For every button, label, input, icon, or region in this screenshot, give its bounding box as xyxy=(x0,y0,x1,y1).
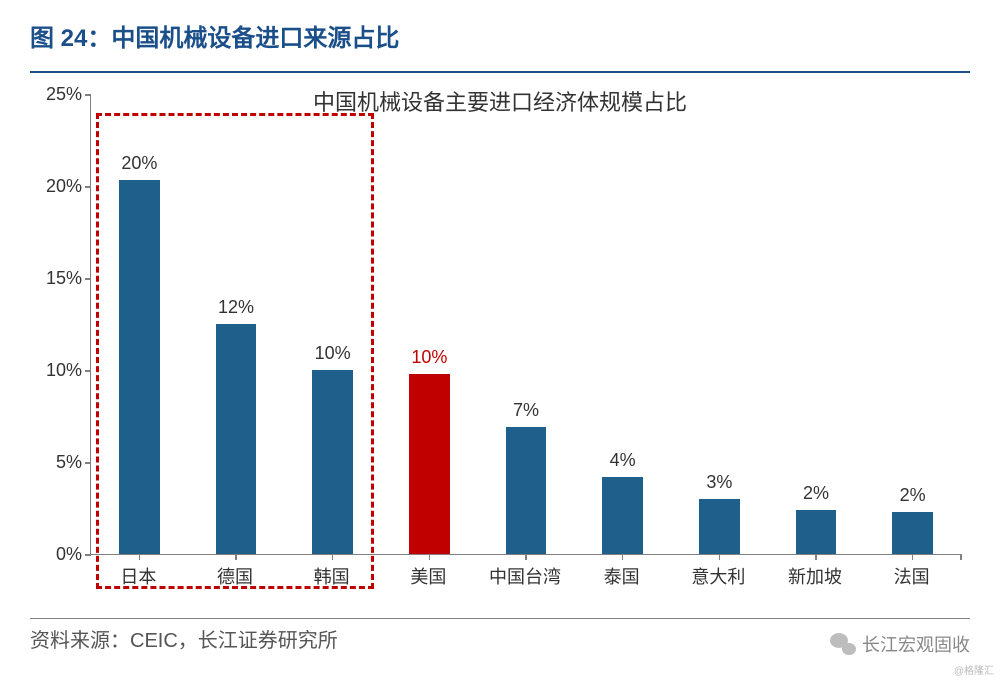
bar xyxy=(216,324,257,554)
bar-value-label: 7% xyxy=(513,400,539,421)
y-axis-label: 15% xyxy=(32,268,82,289)
bar xyxy=(892,512,933,554)
y-tick xyxy=(85,370,91,372)
x-tick xyxy=(960,554,962,560)
source-text: 资料来源：CEIC，长江证券研究所 xyxy=(30,624,338,653)
x-tick xyxy=(622,554,624,560)
x-axis-label: 法国 xyxy=(894,563,930,589)
x-axis-label: 意大利 xyxy=(691,563,745,589)
x-tick xyxy=(815,554,817,560)
watermark-text: 长江宏观固收 xyxy=(862,631,970,657)
y-tick xyxy=(85,462,91,464)
header-underline xyxy=(30,71,970,73)
bar-value-label: 10% xyxy=(411,347,447,368)
x-tick xyxy=(525,554,527,560)
y-tick xyxy=(85,278,91,280)
y-tick xyxy=(85,94,91,96)
bar xyxy=(409,374,450,554)
bar-chart: 中国机械设备主要进口经济体规模占比 20%12%10%10%7%4%3%2%2%… xyxy=(30,85,970,595)
bar xyxy=(602,477,643,554)
figure-header: 图 24：中国机械设备进口来源占比 xyxy=(0,0,1000,61)
x-tick xyxy=(719,554,721,560)
x-tick xyxy=(235,554,237,560)
bar-value-label: 2% xyxy=(803,483,829,504)
y-axis-label: 5% xyxy=(32,452,82,473)
x-axis-label: 泰国 xyxy=(604,563,640,589)
bar-value-label: 10% xyxy=(315,343,351,364)
x-axis-label: 中国台湾 xyxy=(489,563,561,589)
x-tick xyxy=(912,554,914,560)
y-axis-label: 0% xyxy=(32,544,82,565)
bar-value-label: 2% xyxy=(900,485,926,506)
footer-divider xyxy=(30,618,970,620)
bar xyxy=(312,370,353,554)
x-axis-label: 日本 xyxy=(120,563,156,589)
x-tick xyxy=(429,554,431,560)
bar-value-label: 3% xyxy=(706,472,732,493)
y-axis-label: 10% xyxy=(32,360,82,381)
bar-value-label: 12% xyxy=(218,297,254,318)
bar xyxy=(506,427,547,554)
x-tick xyxy=(332,554,334,560)
watermark: 长江宏观固收 xyxy=(830,631,970,657)
x-axis-label: 德国 xyxy=(217,563,253,589)
figure-title: 图 24：中国机械设备进口来源占比 xyxy=(30,18,970,53)
y-tick xyxy=(85,554,91,556)
plot-area: 20% 12% 10% 10% 7% 4% 3% 2% 2% xyxy=(90,95,960,555)
x-axis-label: 韩国 xyxy=(314,563,350,589)
x-axis-label: 新加坡 xyxy=(788,563,842,589)
bar-value-label: 4% xyxy=(610,450,636,471)
bar xyxy=(796,510,837,554)
y-axis-label: 20% xyxy=(32,176,82,197)
bar xyxy=(699,499,740,554)
x-axis-label: 美国 xyxy=(410,563,446,589)
wechat-icon xyxy=(830,633,856,655)
x-tick xyxy=(139,554,141,560)
corner-attribution: @格隆汇 xyxy=(954,662,994,677)
y-axis-label: 25% xyxy=(32,84,82,105)
y-tick xyxy=(85,186,91,188)
bar xyxy=(119,180,160,554)
bar-value-label: 20% xyxy=(121,153,157,174)
